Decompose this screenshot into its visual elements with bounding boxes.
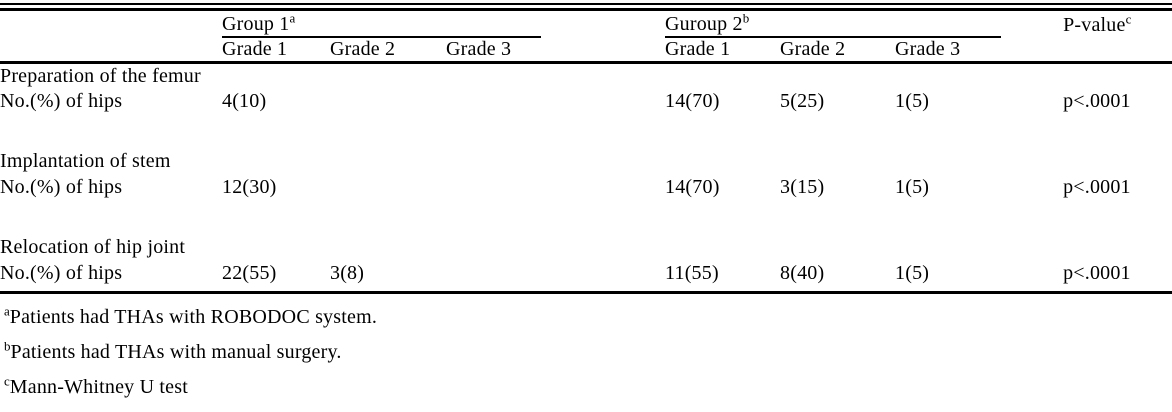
footnote-b: bPatients had THAs with manual surgery.	[0, 335, 1172, 370]
group2-grade1-header: Grade 1	[665, 37, 781, 64]
section1-g2-grade3-value: 1(5)	[895, 90, 930, 112]
footnote-b-text: Patients had THAs with manual surgery.	[10, 340, 342, 363]
footnote-a: aPatients had THAs with ROBODOC system.	[0, 300, 1172, 335]
section1-g1-grade3-value	[446, 89, 541, 115]
group1-footnote-mark: a	[289, 10, 296, 26]
group1-grade2-header: Grade 2	[330, 37, 446, 64]
group-header-row: Group 1a Guroup 2b P-valuec	[0, 10, 1172, 38]
section1-pvalue: p<.0001	[1063, 90, 1131, 112]
footnote-c-text: Mann-Whitney U test	[9, 375, 188, 398]
section3-pvalue: p<.0001	[1063, 262, 1131, 284]
section1-g2-grade2-value: 5(25)	[780, 90, 825, 112]
pvalue-footnote-mark: c	[1125, 11, 1132, 27]
footnote-a-mark: a	[4, 302, 10, 318]
section3-g2-grade2-value: 8(40)	[780, 262, 825, 284]
section-gap	[0, 115, 1172, 149]
grade-header-row: Grade 1 Grade 2 Grade 3 Grade 1 Grade 2 …	[0, 37, 1172, 64]
group1-grade3-header: Grade 3	[446, 37, 542, 64]
section1-spacer	[541, 89, 665, 115]
section3-title: Relocation of hip joint	[0, 236, 186, 258]
group1-label: Group 1	[222, 13, 290, 35]
section-title-row: Preparation of the femur	[0, 63, 1172, 89]
footnote-c: cMann-Whitney U test	[0, 370, 1172, 405]
group2-grade2-header: Grade 2	[780, 37, 896, 64]
group2-header: Guroup 2b	[665, 10, 1002, 38]
footnotes: aPatients had THAs with ROBODOC system. …	[0, 300, 1172, 405]
section-gap	[0, 201, 1172, 235]
section3-spacer2	[1001, 261, 1063, 287]
bottom-rule	[0, 290, 1172, 294]
footnote-c-mark: c	[4, 372, 10, 388]
section2-spacer	[541, 175, 665, 201]
section2-g2-grade3-value: 1(5)	[895, 176, 930, 198]
section2-g1-grade3-value	[446, 175, 541, 201]
group1-header: Group 1a	[222, 10, 542, 38]
grade-spacer-right	[1001, 37, 1064, 64]
table-row: No.(%) of hips 22(55) 3(8) 11(55) 8(40) …	[0, 261, 1172, 287]
section3-g1-grade2-value: 3(8)	[330, 262, 365, 284]
section3-g1-grade3-value	[446, 261, 541, 287]
grade-spacer-mid	[541, 37, 666, 64]
section1-row-label: No.(%) of hips	[0, 90, 123, 112]
section2-g1-grade1-value: 12(30)	[222, 176, 277, 198]
section2-pvalue: p<.0001	[1063, 176, 1131, 198]
section-title-row: Relocation of hip joint	[0, 235, 1172, 261]
grade-spacer-pvalue	[1063, 37, 1172, 64]
section1-g1-grade1-value: 4(10)	[222, 90, 267, 112]
section1-spacer2	[1001, 89, 1063, 115]
section1-g1-grade2-value	[330, 89, 446, 115]
group2-grade3-header: Grade 3	[895, 37, 1002, 64]
section1-title: Preparation of the femur	[0, 64, 201, 87]
section2-title: Implantation of stem	[0, 150, 171, 172]
header-spacer-mid	[541, 11, 665, 37]
group2-footnote-mark: b	[742, 10, 750, 26]
pvalue-header: P-valuec	[1063, 11, 1172, 37]
section3-row-label: No.(%) of hips	[0, 262, 123, 284]
table-row: No.(%) of hips 12(30) 14(70) 3(15) 1(5) …	[0, 175, 1172, 201]
section2-row-label: No.(%) of hips	[0, 176, 123, 198]
header-spacer-right	[1001, 11, 1063, 37]
top-double-rule-line1	[0, 3, 1172, 5]
section1-g2-grade1-value: 14(70)	[665, 90, 720, 112]
section3-g1-grade1-value: 22(55)	[222, 262, 277, 284]
section2-g2-grade2-value: 3(15)	[780, 176, 825, 198]
footnote-a-text: Patients had THAs with ROBODOC system.	[9, 305, 378, 328]
section-title-row: Implantation of stem	[0, 149, 1172, 175]
pvalue-label: P-value	[1063, 14, 1126, 36]
section3-spacer	[541, 261, 665, 287]
top-double-rule-line2	[0, 8, 1172, 11]
group2-label: Guroup 2	[665, 13, 743, 35]
results-table: Group 1a Guroup 2b P-valuec Grade 1 Grad…	[0, 11, 1172, 287]
section2-g2-grade1-value: 14(70)	[665, 176, 720, 198]
header-spacer-label-col	[0, 11, 222, 37]
group1-grade1-header: Grade 1	[222, 37, 330, 64]
section3-g2-grade1-value: 11(55)	[665, 262, 719, 284]
section3-g2-grade3-value: 1(5)	[895, 262, 930, 284]
table-row: No.(%) of hips 4(10) 14(70) 5(25) 1(5) p…	[0, 89, 1172, 115]
section2-spacer2	[1001, 175, 1063, 201]
section2-g1-grade2-value	[330, 175, 446, 201]
footnote-b-mark: b	[4, 337, 11, 353]
grade-spacer-label-col	[0, 37, 222, 64]
